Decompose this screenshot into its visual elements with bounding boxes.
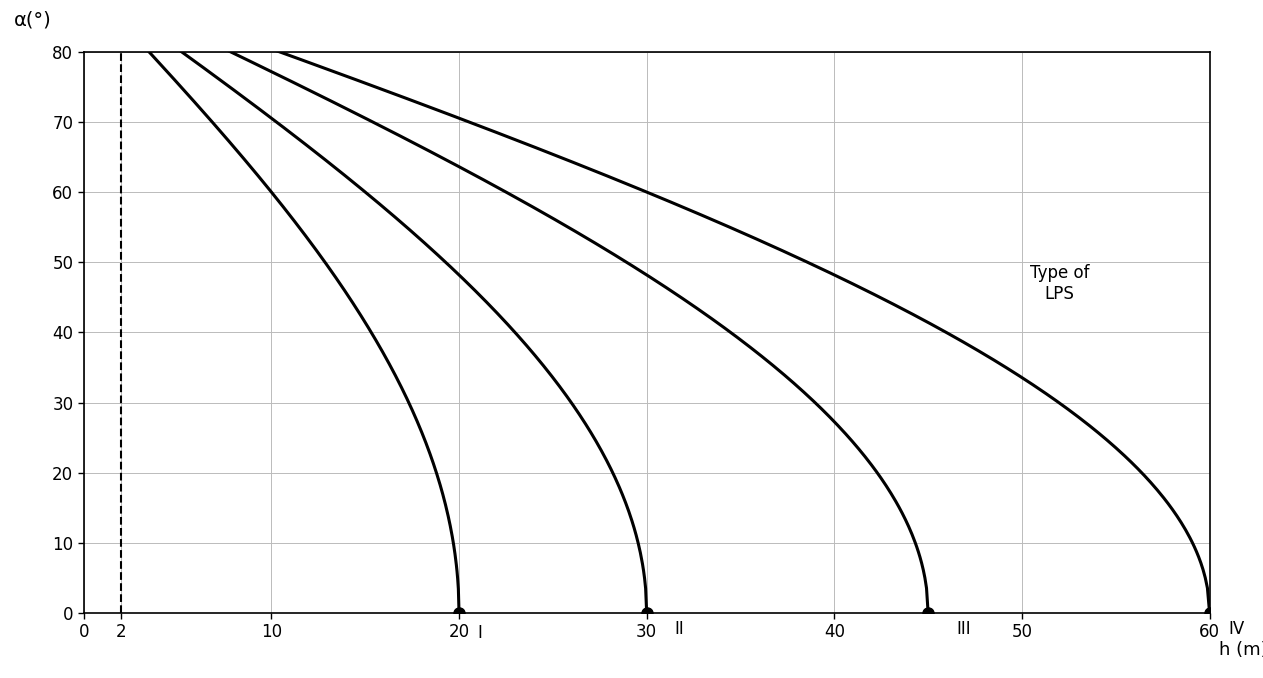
Text: IV: IV [1229, 620, 1244, 638]
Text: Type of
LPS: Type of LPS [1029, 264, 1089, 302]
X-axis label: h (m): h (m) [1219, 641, 1263, 659]
Text: II: II [674, 620, 685, 638]
Y-axis label: α(°): α(°) [14, 10, 52, 29]
Text: III: III [956, 620, 971, 638]
Text: I: I [477, 624, 482, 641]
